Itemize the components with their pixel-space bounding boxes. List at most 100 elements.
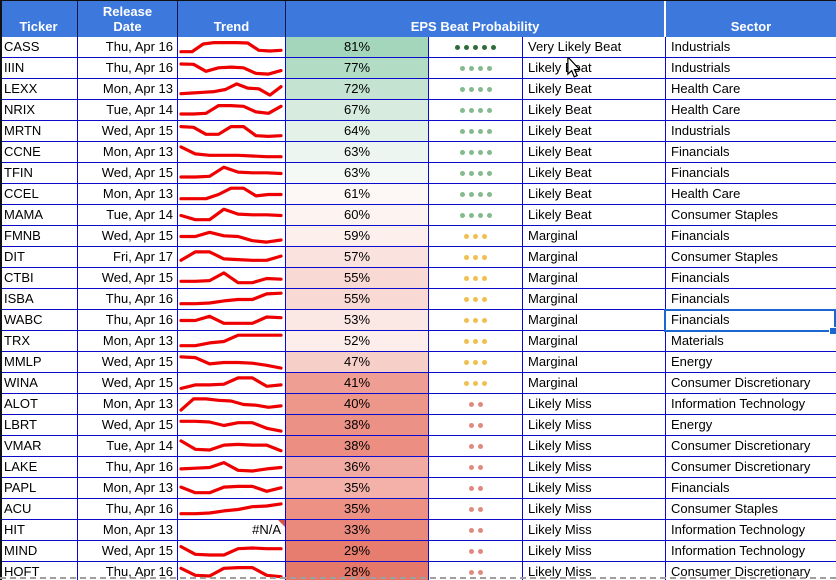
sector-cell[interactable]: Consumer Discretionary [671,438,811,453]
rating-dots-cell[interactable] [429,373,523,393]
eps-probability-cell[interactable]: 55% [286,268,429,288]
sector-cell[interactable]: Financials [671,480,730,495]
release-date-cell[interactable]: Wed, Apr 15 [78,415,178,435]
rating-label-cell[interactable]: Likely Beat [523,79,666,99]
ticker-cell[interactable]: CASS [0,37,78,57]
rating-label-cell[interactable]: Likely Beat [523,121,666,141]
sector-cell[interactable]: Consumer Staples [671,249,778,264]
header-eps-beat-probability[interactable]: EPS Beat Probability [286,0,666,37]
trend-cell[interactable] [178,205,286,225]
eps-probability-cell[interactable]: 36% [286,457,429,477]
rating-label-cell[interactable]: Likely Beat [523,184,666,204]
eps-probability-cell[interactable]: 60% [286,205,429,225]
eps-probability-cell[interactable]: 52% [286,331,429,351]
rating-dots-cell[interactable] [429,205,523,225]
eps-probability-cell[interactable]: 28% [286,562,429,580]
eps-probability-cell[interactable]: 77% [286,58,429,78]
release-date-cell[interactable]: Thu, Apr 16 [78,310,178,330]
rating-dots-cell[interactable] [429,58,523,78]
ticker-cell[interactable]: ALOT [0,394,78,414]
release-date-cell[interactable]: Wed, Apr 15 [78,352,178,372]
rating-label-cell[interactable]: Likely Beat [523,58,666,78]
release-date-cell[interactable]: Wed, Apr 15 [78,226,178,246]
eps-probability-cell[interactable]: 55% [286,289,429,309]
release-date-cell[interactable]: Thu, Apr 16 [78,37,178,57]
sector-cell[interactable]: Consumer Discretionary [671,375,811,390]
ticker-cell[interactable]: VMAR [0,436,78,456]
eps-probability-cell[interactable]: 59% [286,226,429,246]
release-date-cell[interactable]: Mon, Apr 13 [78,520,178,540]
release-date-cell[interactable]: Wed, Apr 15 [78,163,178,183]
ticker-cell[interactable]: TFIN [0,163,78,183]
sector-cell[interactable]: Information Technology [671,396,806,411]
release-date-cell[interactable]: Thu, Apr 16 [78,58,178,78]
trend-cell[interactable] [178,121,286,141]
sector-cell[interactable]: Materials [671,333,724,348]
eps-probability-cell[interactable]: 81% [286,37,429,57]
rating-label-cell[interactable]: Likely Miss [523,457,666,477]
trend-cell[interactable] [178,310,286,330]
rating-dots-cell[interactable] [429,226,523,246]
rating-dots-cell[interactable] [429,121,523,141]
sector-cell[interactable]: Information Technology [671,522,806,537]
rating-label-cell[interactable]: Very Likely Beat [523,37,666,57]
rating-label-cell[interactable]: Likely Miss [523,394,666,414]
sector-cell[interactable]: Financials [671,291,730,306]
ticker-cell[interactable]: FMNB [0,226,78,246]
ticker-cell[interactable]: DIT [0,247,78,267]
trend-cell[interactable] [178,394,286,414]
release-date-cell[interactable]: Thu, Apr 16 [78,499,178,519]
ticker-cell[interactable]: LBRT [0,415,78,435]
rating-label-cell[interactable]: Likely Beat [523,205,666,225]
release-date-cell[interactable]: Wed, Apr 15 [78,541,178,561]
sector-cell[interactable]: Financials [671,144,730,159]
release-date-cell[interactable]: Tue, Apr 14 [78,100,178,120]
ticker-cell[interactable]: ISBA [0,289,78,309]
eps-probability-cell[interactable]: 33% [286,520,429,540]
trend-cell[interactable] [178,415,286,435]
ticker-cell[interactable]: WINA [0,373,78,393]
sector-cell[interactable]: Energy [671,354,713,369]
rating-dots-cell[interactable] [429,184,523,204]
rating-label-cell[interactable]: Likely Miss [523,499,666,519]
sector-cell[interactable]: Industrials [671,123,731,138]
trend-cell[interactable] [178,499,286,519]
trend-cell[interactable] [178,331,286,351]
trend-cell[interactable]: #N/A [178,520,286,540]
release-date-cell[interactable]: Tue, Apr 14 [78,436,178,456]
eps-probability-cell[interactable]: 67% [286,100,429,120]
eps-probability-cell[interactable]: 35% [286,478,429,498]
release-date-cell[interactable]: Tue, Apr 14 [78,205,178,225]
rating-dots-cell[interactable] [429,478,523,498]
ticker-cell[interactable]: CCEL [0,184,78,204]
rating-dots-cell[interactable] [429,331,523,351]
eps-probability-cell[interactable]: 38% [286,415,429,435]
rating-dots-cell[interactable] [429,457,523,477]
sector-cell[interactable]: Health Care [671,81,741,96]
rating-label-cell[interactable]: Marginal [523,352,666,372]
rating-dots-cell[interactable] [429,436,523,456]
release-date-cell[interactable]: Mon, Apr 13 [78,331,178,351]
eps-probability-cell[interactable]: 47% [286,352,429,372]
rating-dots-cell[interactable] [429,289,523,309]
release-date-cell[interactable]: Mon, Apr 13 [78,184,178,204]
rating-label-cell[interactable]: Likely Beat [523,100,666,120]
release-date-cell[interactable]: Thu, Apr 16 [78,289,178,309]
eps-probability-cell[interactable]: 64% [286,121,429,141]
sector-cell[interactable]: Industrials [671,60,731,75]
eps-probability-cell[interactable]: 41% [286,373,429,393]
sector-cell[interactable]: Consumer Discretionary [671,459,811,474]
eps-probability-cell[interactable]: 29% [286,541,429,561]
ticker-cell[interactable]: MMLP [0,352,78,372]
sector-cell[interactable]: Industrials [671,39,731,54]
header-release-date[interactable]: Release Date [78,0,178,37]
ticker-cell[interactable]: IIIN [0,58,78,78]
ticker-cell[interactable]: WABC [0,310,78,330]
trend-cell[interactable] [178,79,286,99]
trend-cell[interactable] [178,562,286,580]
header-ticker[interactable]: Ticker [0,0,78,37]
rating-label-cell[interactable]: Likely Beat [523,142,666,162]
release-date-cell[interactable]: Thu, Apr 16 [78,562,178,580]
rating-dots-cell[interactable] [429,394,523,414]
ticker-cell[interactable]: NRIX [0,100,78,120]
